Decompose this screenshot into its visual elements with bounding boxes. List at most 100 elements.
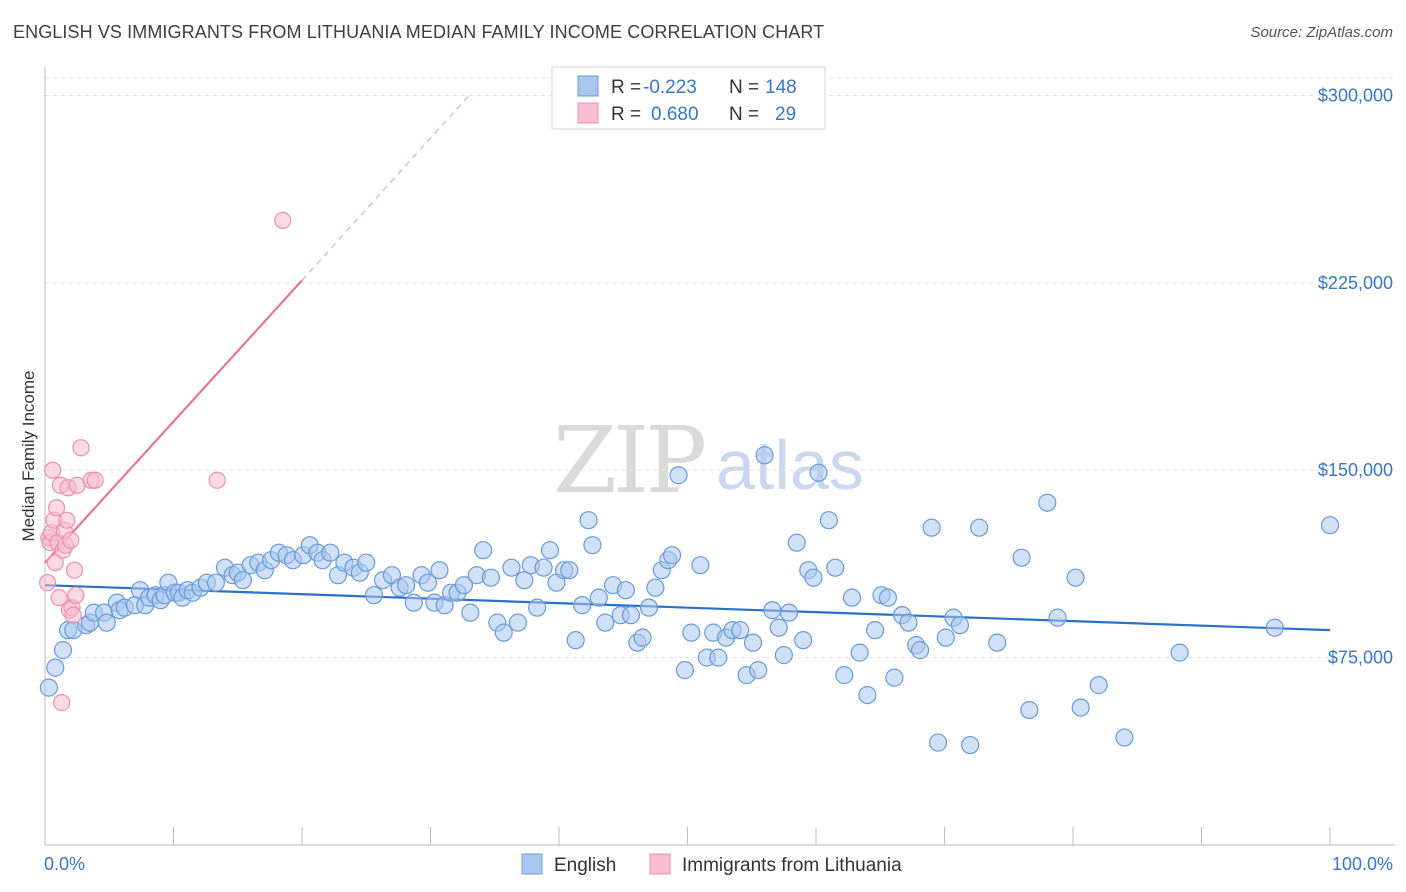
data-points [38, 211, 1340, 755]
y-tick-label: $300,000 [1318, 85, 1393, 105]
y-tick-label: $75,000 [1328, 648, 1393, 668]
english-point [233, 571, 252, 590]
english-point [970, 518, 989, 537]
english-point [494, 623, 513, 642]
english-point [53, 641, 73, 660]
lithuania-point [72, 439, 90, 457]
english-point [474, 541, 493, 560]
english-point [454, 576, 474, 595]
x-tick-label: 0.0% [44, 854, 85, 874]
english-point [579, 511, 598, 530]
english-point [936, 628, 955, 647]
legend-n-label-1: N = [729, 77, 759, 98]
english-point [502, 558, 521, 577]
lithuania-point [274, 211, 292, 230]
english-point [583, 536, 602, 555]
english-point [528, 598, 547, 617]
english-point [573, 596, 592, 615]
english-point [508, 613, 527, 632]
english-point [878, 588, 898, 607]
english-point [769, 618, 788, 637]
series-legend-swatch-lithuania [649, 853, 671, 875]
stats-legend: R = -0.223 N = 148 R = 0.680 N = 29 [551, 66, 826, 130]
english-point [842, 588, 862, 607]
english-point [97, 613, 116, 632]
english-point [755, 446, 774, 465]
english-point [669, 466, 688, 485]
english-point [560, 561, 579, 580]
series-legend-label-english: English [554, 855, 616, 876]
series-legend-swatch-english [521, 853, 543, 875]
english-point [709, 648, 728, 667]
watermark-zip: ZIP [553, 407, 704, 514]
english-point [616, 581, 635, 600]
legend-swatch-english [577, 75, 599, 97]
y-axis-title: Median Family Income [19, 370, 38, 541]
english-point [639, 598, 659, 617]
english-point [774, 646, 793, 665]
english-point [826, 558, 845, 577]
english-point [1265, 618, 1284, 637]
english-point [675, 661, 695, 680]
english-point [794, 631, 813, 650]
lithuania-point [47, 499, 66, 517]
legend-r-value-2: 0.680 [651, 104, 699, 125]
lithuania-point [62, 531, 80, 549]
english-point [1089, 676, 1108, 695]
lithuania-point [64, 606, 82, 624]
english-point [809, 463, 828, 482]
english-point [596, 613, 615, 632]
trend-lines [44, 95, 1331, 632]
chart-title: ENGLISH VS IMMIGRANTS FROM LITHUANIA MED… [13, 22, 825, 42]
lithuania-point [38, 574, 57, 592]
english-point [540, 541, 560, 560]
english-point [396, 576, 416, 595]
lithuania-point [46, 554, 64, 572]
legend-n-label-2: N = [729, 104, 759, 125]
legend-n-value-1: 148 [765, 77, 797, 98]
english-point [321, 543, 340, 562]
y-tick-label: $225,000 [1318, 273, 1393, 293]
legend-r-label-1: R = [611, 77, 641, 98]
english-point [928, 733, 948, 752]
english-point [885, 668, 904, 687]
series-legend-label-lithuania: Immigrants from Lithuania [682, 855, 902, 876]
english-point [534, 558, 553, 577]
lithuania-point [208, 471, 226, 489]
english-point [899, 613, 918, 632]
english-point [1320, 516, 1340, 535]
legend-r-value-1: -0.223 [643, 77, 697, 98]
english-point [357, 553, 376, 572]
english-point [961, 735, 980, 755]
english-point [461, 603, 480, 622]
legend-swatch-lithuania [577, 102, 599, 124]
english-point [1038, 493, 1057, 512]
x-tick-label: 100.0% [1332, 854, 1393, 874]
lithuania-point [86, 471, 104, 489]
english-point [621, 606, 641, 625]
english-point [39, 678, 58, 697]
english-point [691, 556, 710, 575]
english-point [418, 573, 438, 592]
lithuania-trend-line [44, 279, 303, 564]
english-point [743, 633, 763, 652]
english-point [787, 533, 806, 552]
legend-n-value-2: 29 [775, 104, 796, 125]
lithuania-trend-extension [301, 95, 470, 281]
tick-labels: $75,000 $150,000 $225,000 $300,000 0.0% 100.0… [44, 85, 1393, 874]
english-point [646, 578, 665, 597]
english-point [819, 511, 838, 530]
english-point [749, 661, 768, 680]
english-point [731, 621, 750, 640]
y-tick-label: $150,000 [1318, 460, 1393, 480]
english-point [1012, 548, 1031, 567]
lithuania-point [65, 561, 84, 579]
lithuania-point [44, 461, 62, 479]
english-point [1066, 568, 1085, 587]
english-point [364, 586, 384, 605]
english-point [950, 616, 970, 635]
english-point [1170, 643, 1189, 662]
english-point [430, 561, 449, 580]
english-point [1048, 608, 1067, 627]
